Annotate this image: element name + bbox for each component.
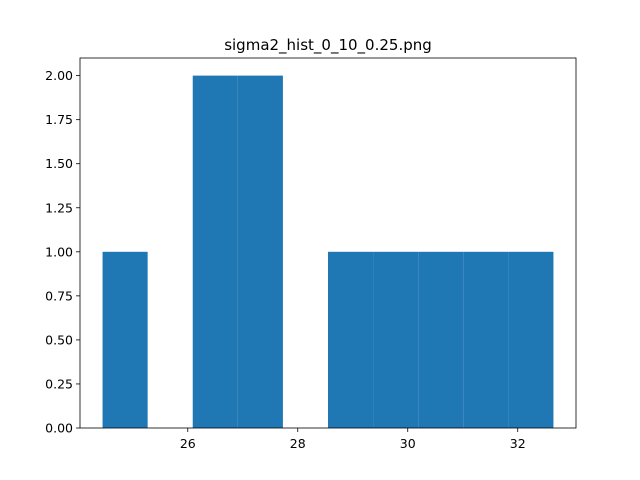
y-tick-label: 2.00 bbox=[45, 68, 73, 83]
x-tick-label: 26 bbox=[180, 436, 196, 451]
x-tick-label: 28 bbox=[290, 436, 306, 451]
y-tick-label: 0.75 bbox=[45, 288, 73, 303]
y-tick-label: 1.25 bbox=[45, 200, 73, 215]
histogram-bar bbox=[463, 251, 509, 428]
y-tick-label: 0.50 bbox=[45, 332, 73, 347]
chart-title: sigma2_hist_0_10_0.25.png bbox=[224, 36, 432, 55]
x-tick-label: 30 bbox=[400, 436, 416, 451]
y-axis: 0.00 0.25 0.50 0.75 1.00 1.25 1.50 1.75 2.00 bbox=[45, 68, 80, 436]
histogram-bar bbox=[373, 251, 419, 428]
y-tick-label: 1.50 bbox=[45, 156, 73, 171]
x-axis: 26 28 30 32 bbox=[180, 428, 526, 451]
bars-layer bbox=[102, 75, 554, 429]
y-tick-label: 1.00 bbox=[45, 244, 73, 259]
y-tick-label: 0.25 bbox=[45, 376, 73, 391]
histogram-bar bbox=[418, 251, 464, 428]
y-tick-label: 0.00 bbox=[45, 421, 73, 436]
histogram-bar bbox=[192, 75, 238, 429]
axes-frame bbox=[79, 57, 577, 429]
histogram-bar bbox=[508, 251, 554, 428]
histogram-bar bbox=[237, 75, 283, 429]
x-tick-label: 32 bbox=[510, 436, 526, 451]
y-tick-label: 1.75 bbox=[45, 112, 73, 127]
histogram-bar bbox=[102, 251, 148, 428]
histogram-bar bbox=[328, 251, 374, 428]
